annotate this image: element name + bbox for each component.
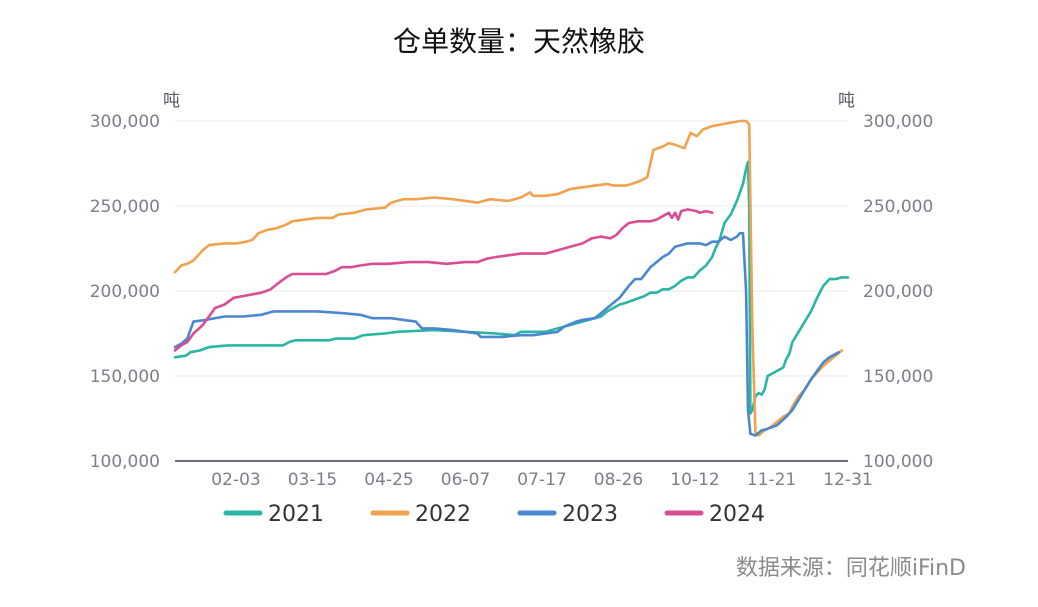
x-tick-label: 02-03 bbox=[211, 470, 260, 490]
series-line-2023 bbox=[173, 231, 840, 437]
legend-item-2024: 2024 bbox=[664, 502, 765, 527]
y-tick-label-left: 100,000 bbox=[90, 452, 160, 472]
chart-title: 仓单数量：天然橡胶 bbox=[392, 25, 645, 58]
series-lines bbox=[173, 119, 850, 437]
y-tick-label-left: 200,000 bbox=[90, 282, 160, 302]
y-tick-label-left: 250,000 bbox=[90, 197, 160, 217]
x-tick-label: 06-07 bbox=[441, 470, 490, 490]
y-unit-right: 吨 bbox=[838, 91, 855, 111]
y-unit-left: 吨 bbox=[163, 91, 180, 111]
legend-label: 2024 bbox=[709, 502, 765, 527]
series-line-2024 bbox=[173, 208, 714, 352]
y-tick-label-left: 150,000 bbox=[90, 367, 160, 387]
data-source: 数据来源：同花顺iFinD bbox=[735, 556, 966, 581]
x-tick-label: 08-26 bbox=[594, 470, 643, 490]
legend: 2021 2022 2023 2024 bbox=[223, 502, 765, 527]
y-tick-label-left: 300,000 bbox=[90, 112, 160, 132]
legend-label: 2021 bbox=[268, 502, 324, 527]
axes: 100,000 100,000 150,000 150,000 200,000 200,0… bbox=[90, 91, 934, 490]
y-tick-label-right: 200,000 bbox=[863, 282, 933, 302]
legend-item-2023: 2023 bbox=[517, 502, 618, 527]
series-line-2022 bbox=[173, 119, 844, 437]
x-tick-label: 10-12 bbox=[670, 470, 719, 490]
x-tick-label: 04-25 bbox=[364, 470, 413, 490]
legend-label: 2023 bbox=[562, 502, 618, 527]
y-tick-label-right: 250,000 bbox=[863, 197, 933, 217]
y-tick-label-right: 150,000 bbox=[863, 367, 933, 387]
legend-item-2022: 2022 bbox=[370, 502, 471, 527]
series-line-2021 bbox=[173, 160, 850, 415]
legend-label: 2022 bbox=[415, 502, 471, 527]
y-tick-label-right: 100,000 bbox=[863, 452, 933, 472]
legend-item-2021: 2021 bbox=[223, 502, 324, 527]
x-tick-label: 03-15 bbox=[288, 470, 337, 490]
x-tick-label: 07-17 bbox=[517, 470, 566, 490]
x-tick-label: 11-21 bbox=[747, 470, 796, 490]
x-tick-label: 12-31 bbox=[823, 470, 872, 490]
y-tick-label-right: 300,000 bbox=[863, 112, 933, 132]
